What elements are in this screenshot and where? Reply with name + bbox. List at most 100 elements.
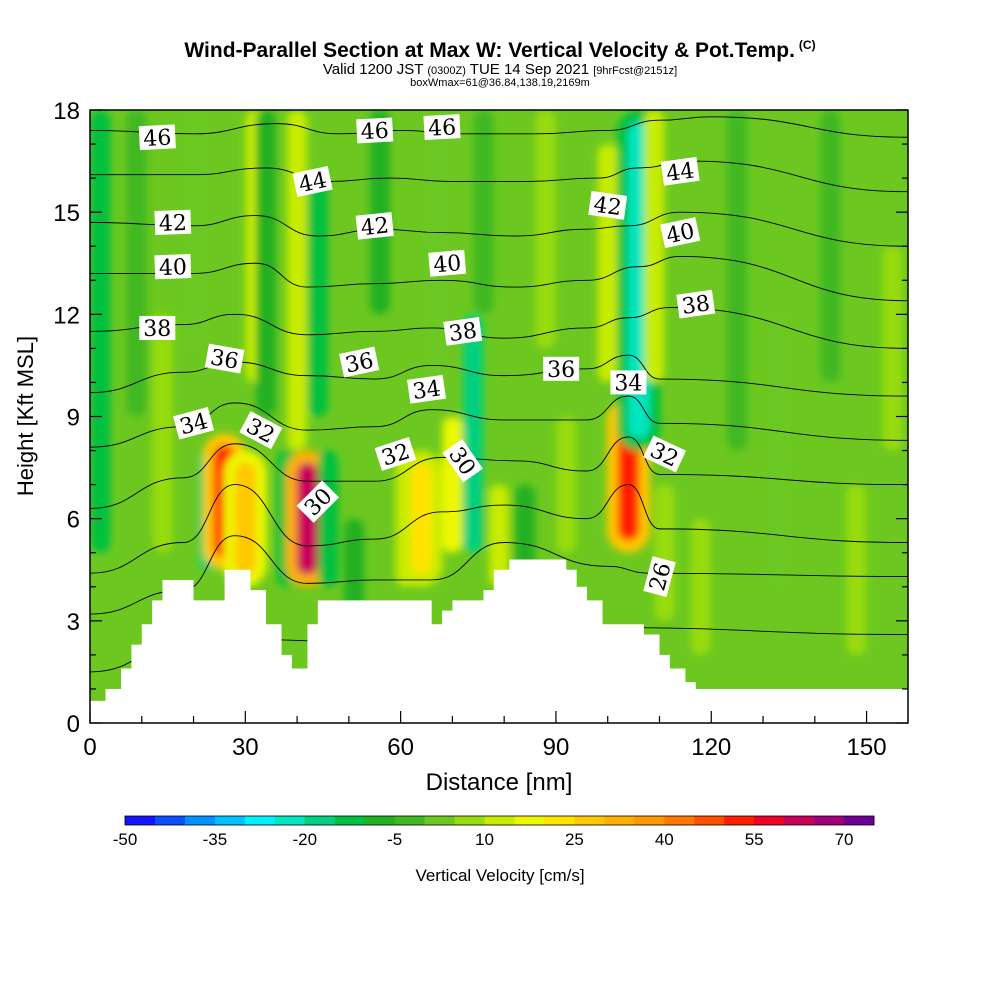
colorbar-tick-label: -5 (387, 830, 402, 849)
theta-contour (90, 436, 908, 509)
copyright-mark: (C) (798, 38, 816, 52)
velocity-cell (307, 178, 328, 417)
contour-label-box (374, 436, 417, 471)
colorbar-swatch (244, 816, 276, 825)
velocity-cell (768, 314, 789, 587)
contour-label-box (154, 254, 192, 280)
contour-label-box (676, 289, 716, 319)
velocity-cell (369, 110, 390, 315)
contour-label-box (355, 211, 394, 240)
colorbar-swatch (514, 816, 545, 825)
colorbar-tick-label: 25 (565, 830, 584, 849)
colorbar-swatch (484, 816, 515, 825)
forecast-info: [9hrFcst@2151z] (593, 65, 678, 77)
velocity-cell (183, 110, 204, 349)
contour-label: 32 (374, 436, 417, 472)
velocity-cell (597, 144, 618, 383)
colorbar-frame (124, 815, 875, 826)
colorbar-swatch (664, 816, 695, 825)
theta-contour (90, 116, 908, 138)
valid-time: Valid 1200 JST (322, 61, 424, 78)
velocity-cell (426, 110, 447, 383)
theta-contour (90, 211, 908, 247)
colorbar-swatch (394, 816, 426, 825)
contour-label-box (292, 166, 333, 197)
colorbar-swatch (154, 816, 186, 825)
contour-label-text: 46 (143, 126, 172, 152)
contour-label-text: 34 (614, 371, 642, 396)
velocity-cell (473, 110, 494, 315)
contour-label-box (296, 480, 340, 523)
terrain (90, 559, 908, 723)
y-tick-label: 0 (67, 711, 80, 738)
contour-label-box (356, 117, 394, 144)
y-tick-label: 3 (67, 609, 80, 636)
contour-label: 46 (138, 124, 176, 152)
contour-label: 42 (588, 190, 628, 222)
contour-label-text: 38 (447, 319, 478, 348)
contour-label-box (610, 370, 647, 395)
contour-label-text: 40 (664, 219, 697, 249)
velocity-cell (318, 450, 339, 587)
colorbar-swatch (814, 816, 845, 825)
contour-label-text: 36 (208, 345, 240, 374)
contour-label-box (660, 156, 700, 186)
colorbar-label: Vertical Velocity [cm/s] (415, 866, 584, 885)
contour-label-text: 40 (432, 251, 462, 278)
x-tick-label: 150 (847, 734, 887, 761)
contour-label-text: 38 (680, 291, 711, 320)
chart-title-text: Wind-Parallel Section at Max W: Vertical… (184, 39, 795, 62)
contour-label-text: 42 (592, 193, 623, 222)
y-tick-label: 15 (53, 200, 80, 227)
velocity-cell (846, 484, 867, 655)
contour-label-text: 44 (665, 158, 696, 187)
y-tick-label: 9 (67, 405, 80, 432)
colorbar-swatch (214, 816, 246, 825)
contour-label: 38 (676, 289, 716, 320)
x-tick-label: 30 (232, 734, 259, 761)
colorbar-swatch (844, 816, 875, 825)
contour-label-text: 44 (297, 168, 330, 198)
colorbar-swatch (334, 816, 366, 825)
x-tick-label: 120 (691, 734, 731, 761)
contour-label-box (442, 439, 483, 483)
x-axis: 0 30 60 90 120 150 (83, 711, 887, 761)
contour-label: 40 (660, 217, 701, 249)
colorbar-tick-label: -20 (292, 830, 317, 849)
velocity-cell (820, 110, 841, 383)
velocity-cell (727, 110, 748, 451)
colorbar-swatch (724, 816, 755, 825)
velocity-cell (463, 314, 484, 553)
colorbar-tick-label: 10 (475, 830, 494, 849)
contour-label: 46 (423, 114, 461, 142)
contour-label: 34 (407, 374, 447, 405)
velocity-cell (256, 110, 277, 417)
velocity-cell (535, 110, 556, 349)
contour-label: 44 (660, 156, 700, 187)
contour-label-box (138, 124, 176, 151)
velocity-core (627, 122, 650, 439)
contour-label: 40 (154, 254, 192, 281)
colorbar-swatch (604, 816, 635, 825)
colorbar-tick-label: 55 (745, 830, 764, 849)
velocity-cell (126, 110, 147, 417)
contour-label-box (643, 556, 676, 598)
velocity-cell (556, 416, 577, 553)
colorbar: -50 -35 -20 -5 10 25 40 55 70 (113, 815, 875, 849)
contour-label-box (443, 316, 483, 346)
contour-label: 36 (543, 356, 580, 383)
colorbar-tick-label: 40 (655, 830, 674, 849)
velocity-cell (152, 314, 173, 553)
y-tick-label: 12 (53, 302, 80, 329)
velocity-cell (644, 110, 665, 383)
x-tick-label: 0 (83, 734, 96, 761)
box-info: boxWmax=61@36.84,138.19,2169m (410, 77, 590, 89)
x-tick-label: 60 (387, 734, 414, 761)
contour-label-box (428, 249, 467, 277)
contour-label-text: 40 (158, 255, 187, 281)
contour-label-box (239, 411, 283, 450)
velocity-cell (690, 518, 711, 655)
